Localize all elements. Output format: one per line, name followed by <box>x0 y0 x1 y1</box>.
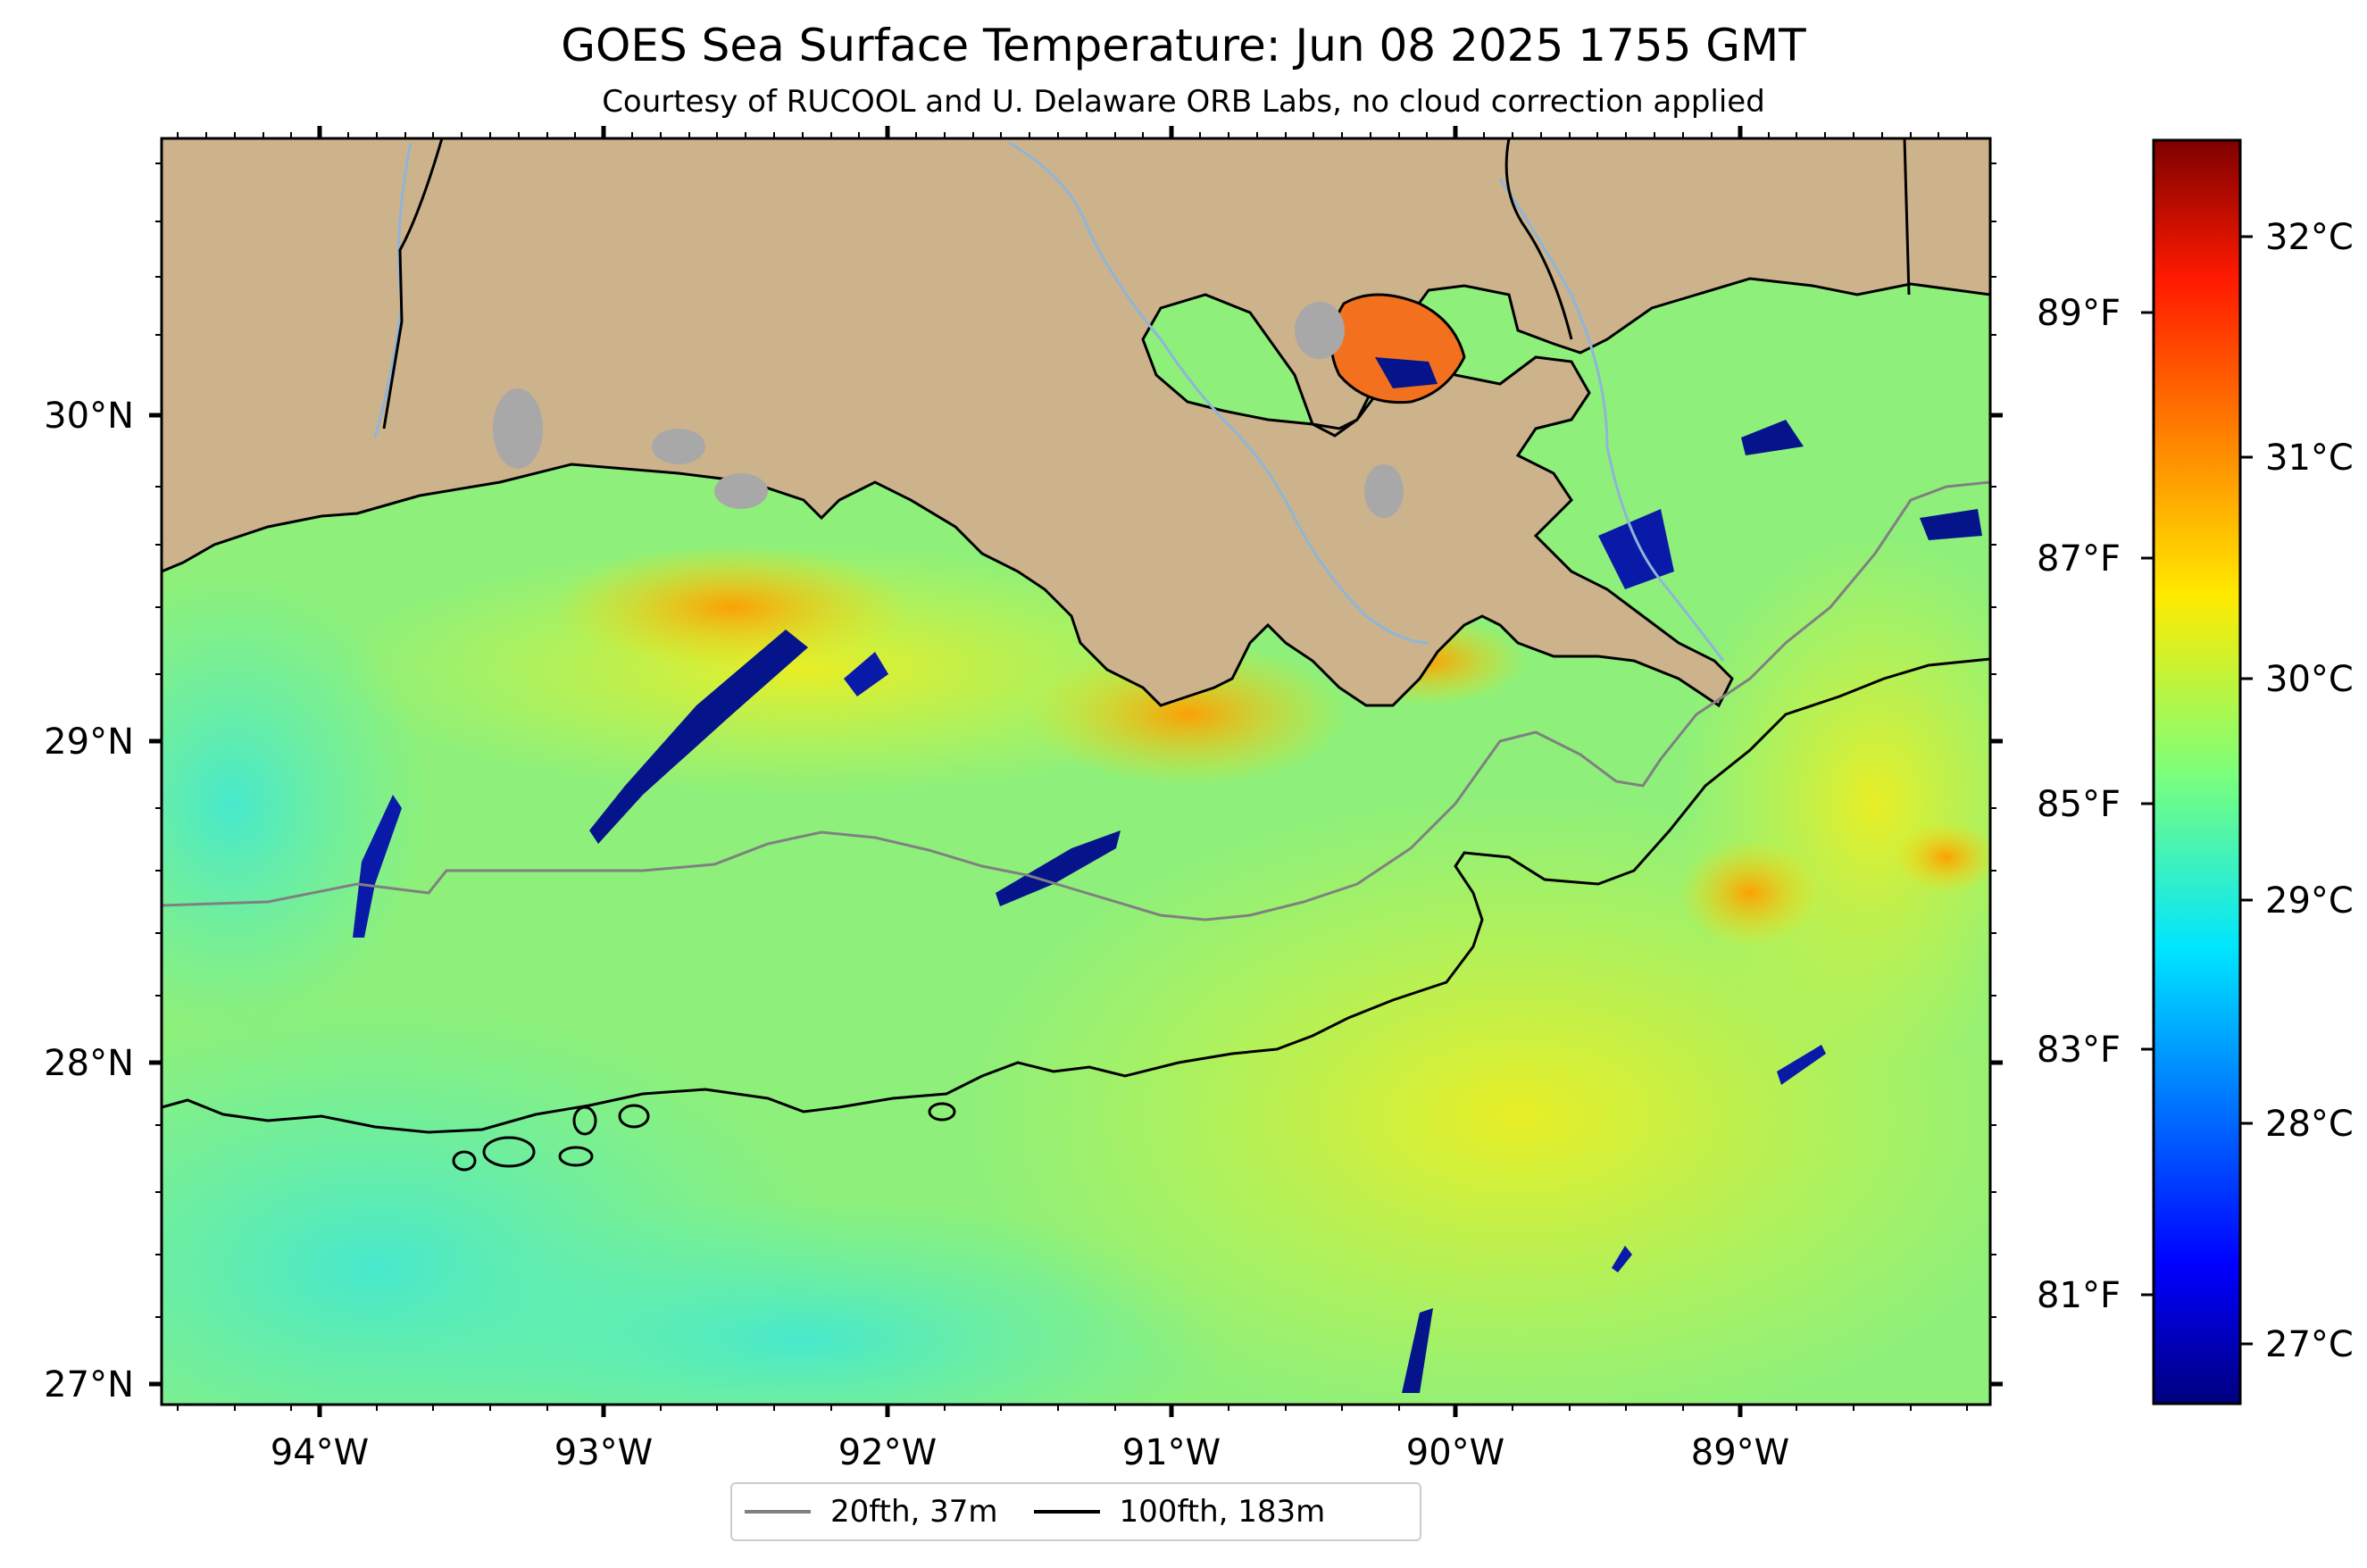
legend-label-20fth: 20fth, 37m <box>830 1494 998 1530</box>
warm-pocket-5 <box>1893 822 1990 893</box>
lon-major-ticks <box>317 126 1743 1417</box>
seamount-3 <box>572 1105 597 1136</box>
cold-streak-3 <box>353 795 402 938</box>
colorbar-label-87f: 87°F <box>2037 538 2121 580</box>
warm-pocket-2 <box>1027 643 1348 786</box>
lat-label-27n: 27°N <box>44 1364 134 1405</box>
colorbar-label-28c: 28°C <box>2265 1104 2354 1145</box>
warm-water-east <box>1679 536 1990 1072</box>
map-panel <box>162 138 1990 1405</box>
legend-label-100fth: 100fth, 183m <box>1119 1494 1326 1530</box>
colorbar-label-89f: 89°F <box>2037 293 2121 334</box>
isobath-legend: 20fth, 37m 100fth, 183m <box>730 1482 1421 1541</box>
colorbar-label-27c: 27°C <box>2265 1324 2354 1365</box>
lake-4 <box>714 473 768 509</box>
map-frame <box>160 137 1992 1406</box>
lon-label-94w: 94°W <box>271 1432 369 1473</box>
cold-streak-4 <box>996 830 1121 906</box>
cold-streak-7 <box>1598 509 1674 589</box>
cold-streak-9 <box>1402 1308 1433 1393</box>
lake-cold-patch <box>1375 357 1438 388</box>
colorbar-label-29c: 29°C <box>2265 880 2354 922</box>
warm-pocket-4 <box>1679 839 1821 947</box>
lat-label-29n: 29°N <box>44 721 134 763</box>
cold-streak-5 <box>1741 420 1804 455</box>
legend-swatch-gray-line <box>745 1510 811 1514</box>
river-atchafalaya <box>1008 141 1429 645</box>
lake-2 <box>493 388 543 469</box>
cold-streak-2 <box>844 652 888 696</box>
warm-pocket-1 <box>554 545 911 670</box>
colorbar-label-30c: 30°C <box>2265 659 2354 700</box>
lon-label-93w: 93°W <box>554 1432 653 1473</box>
lon-label-91w: 91°W <box>1122 1432 1221 1473</box>
colorbar-label-85f: 85°F <box>2037 784 2121 825</box>
lat-major-ticks <box>149 413 2003 1387</box>
lon-label-92w: 92°W <box>838 1432 937 1473</box>
colorbar-label-32c: 32°C <box>2265 217 2354 258</box>
cold-streak-10 <box>1612 1246 1632 1272</box>
map-title: GOES Sea Surface Temperature: Jun 08 202… <box>561 20 1806 71</box>
isobath-100fth <box>162 657 1990 1134</box>
cold-streak-1 <box>589 630 808 844</box>
legend-item-100fth: 100fth, 183m <box>1033 1494 1326 1530</box>
colorbar <box>2152 138 2242 1405</box>
state-border-tx-la <box>382 138 444 430</box>
lon-label-90w: 90°W <box>1406 1432 1504 1473</box>
lat-label-28n: 28°N <box>44 1043 134 1084</box>
colorbar-label-83f: 83°F <box>2037 1030 2121 1071</box>
lat-label-30n: 30°N <box>44 396 134 437</box>
legend-swatch-black-line <box>1033 1510 1100 1514</box>
river-mississippi <box>1498 178 1725 662</box>
colorbar-f-ticks <box>2141 311 2154 1297</box>
colorbar-c-ticks <box>2240 235 2253 1346</box>
lon-label-89w: 89°W <box>1691 1432 1789 1473</box>
minor-ticks <box>155 132 1996 1411</box>
lake-3 <box>652 429 705 464</box>
isobath-20fth <box>162 480 1990 922</box>
seamount-4 <box>558 1146 594 1167</box>
seamount-1 <box>482 1136 536 1168</box>
colorbar-label-31c: 31°C <box>2265 438 2354 479</box>
seamount-2 <box>452 1150 477 1172</box>
colorbar-label-81f: 81°F <box>2037 1275 2121 1316</box>
state-border-la-ms <box>1504 138 1573 340</box>
cold-streak-6 <box>1920 509 1982 540</box>
lake-5 <box>1364 464 1404 518</box>
seamount-6 <box>928 1102 956 1122</box>
cold-streak-8 <box>1777 1045 1826 1085</box>
seamount-5 <box>618 1104 650 1129</box>
state-border-ms-al <box>1903 138 1911 296</box>
legend-item-20fth: 20fth, 37m <box>745 1494 998 1530</box>
map-subtitle: Courtesy of RUCOOL and U. Delaware ORB L… <box>602 84 1765 120</box>
lake-1 <box>1295 302 1345 359</box>
